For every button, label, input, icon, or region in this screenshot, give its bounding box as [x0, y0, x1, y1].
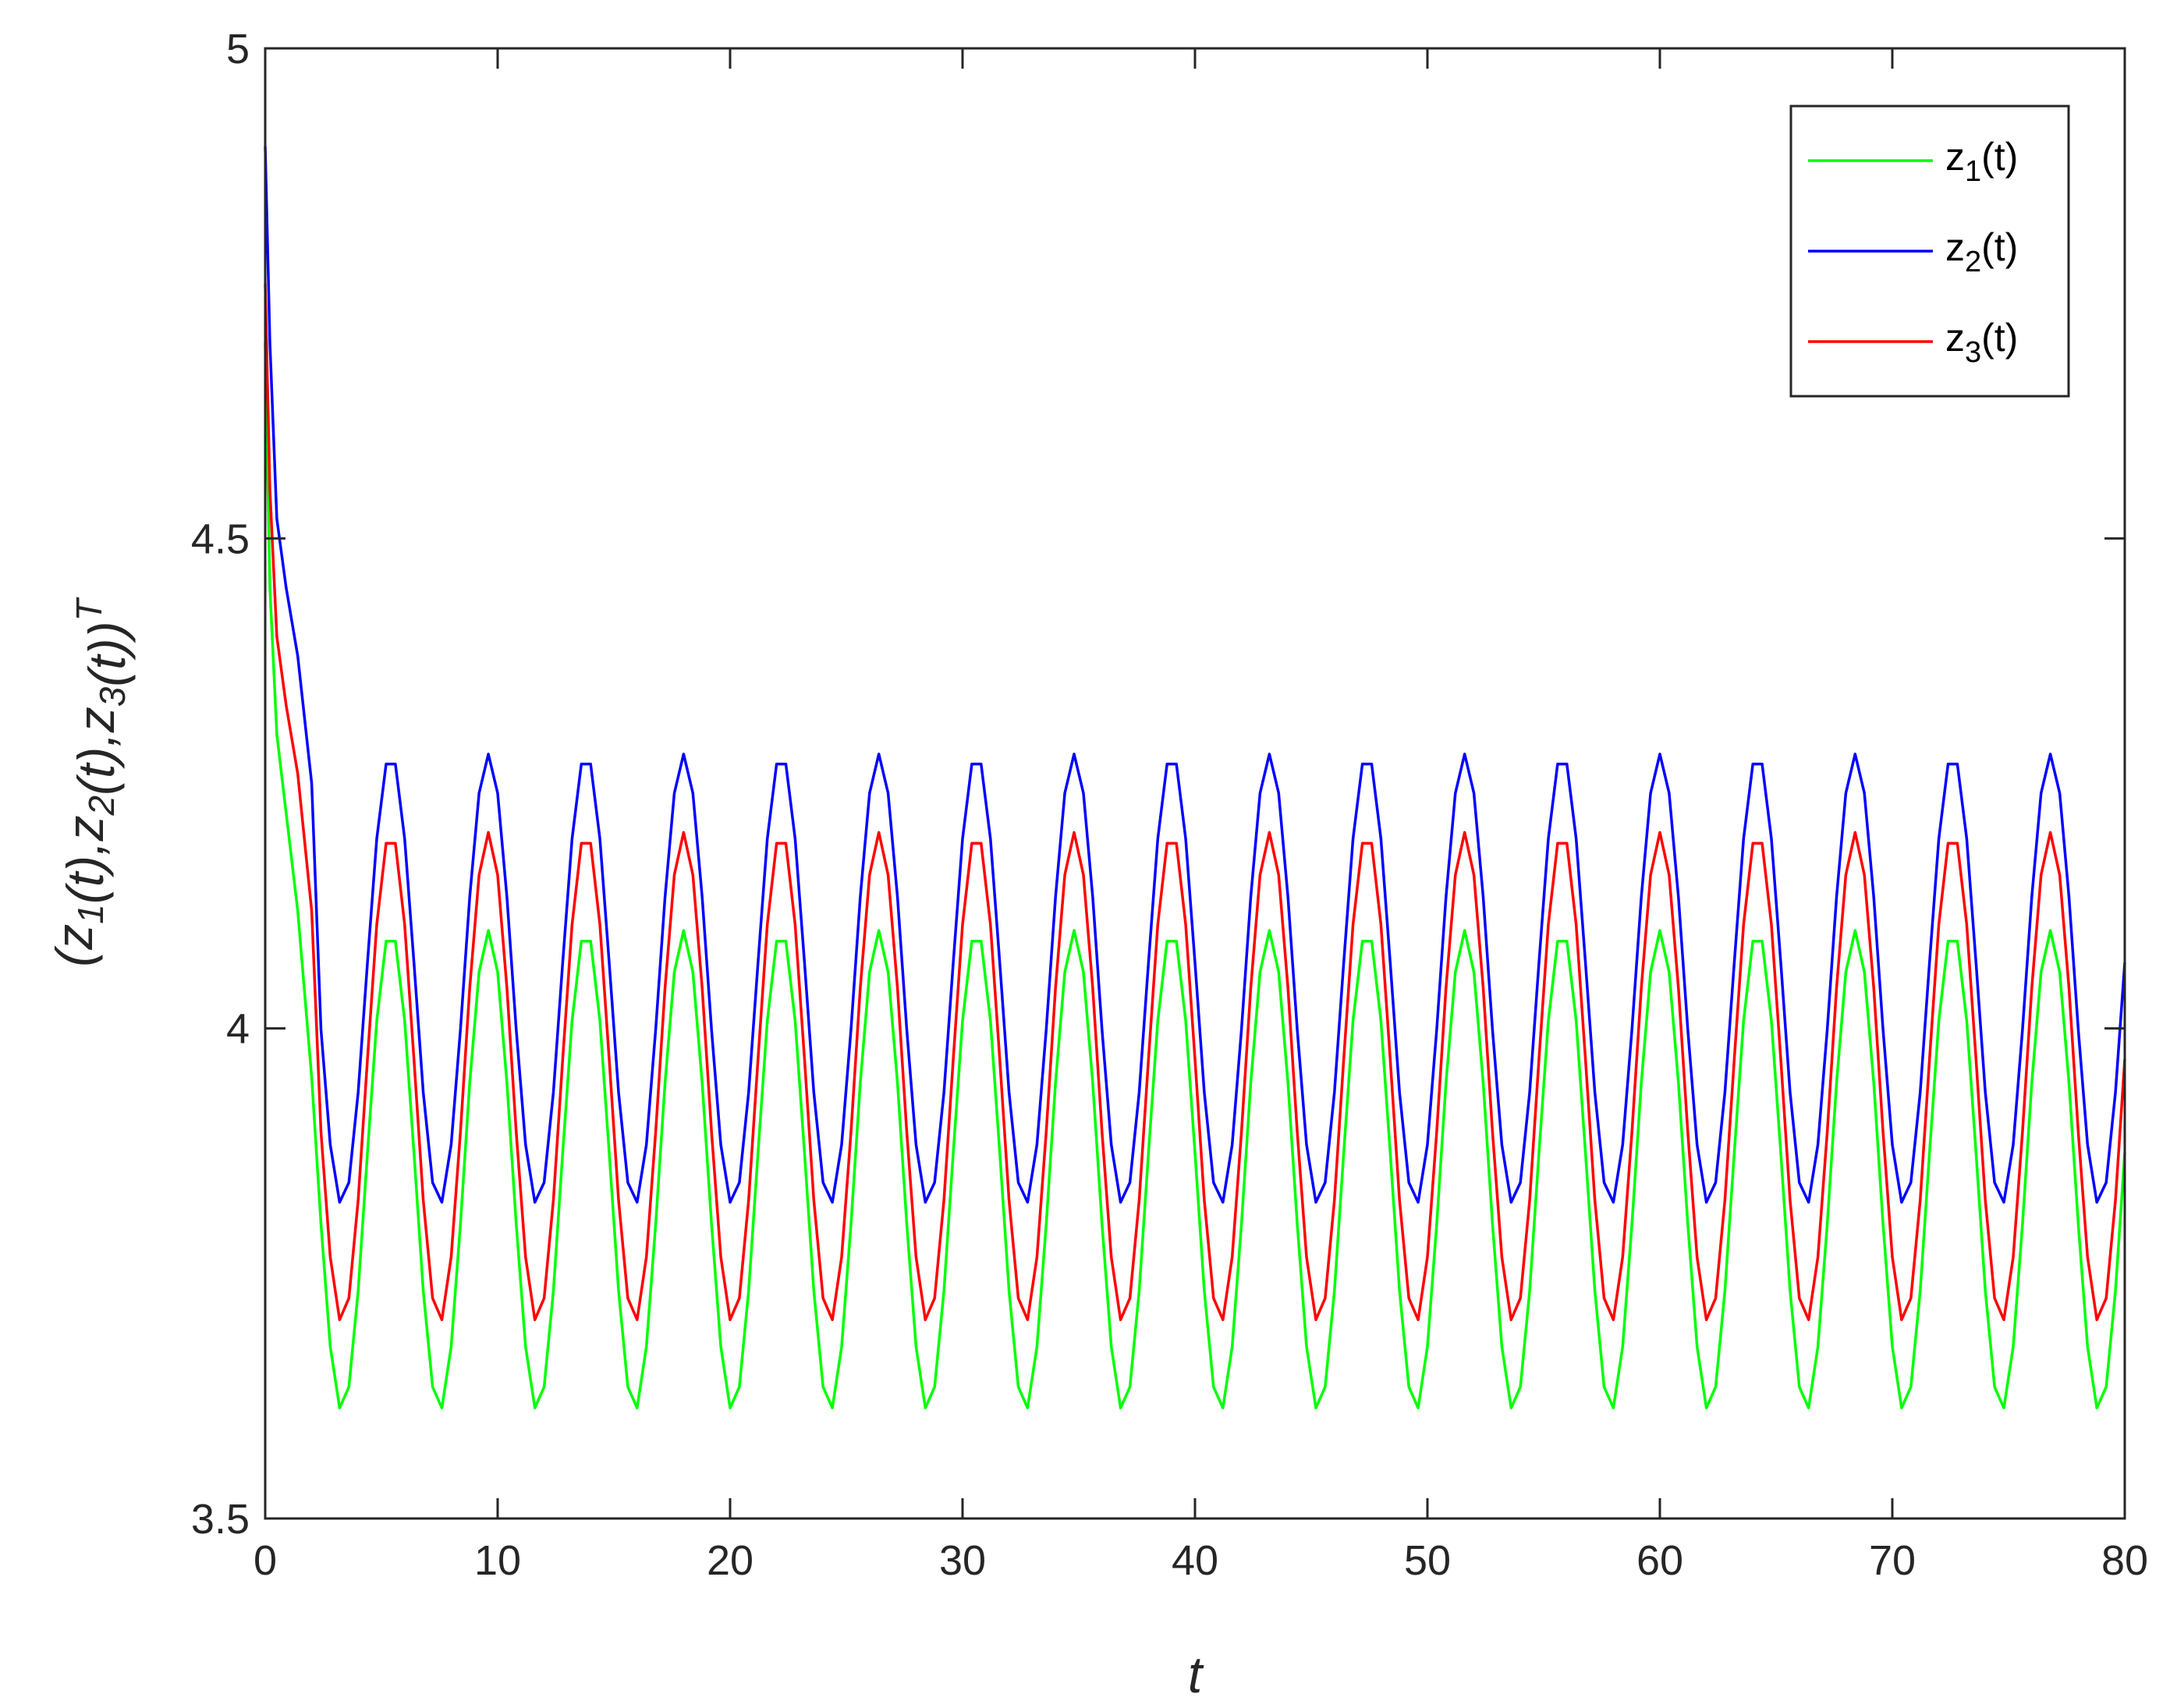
series-layer — [264, 146, 2126, 1410]
x-tick-label: 80 — [2101, 1537, 2148, 1584]
series-line-z1 — [264, 342, 2126, 1410]
x-tick-label: 10 — [474, 1537, 521, 1584]
x-tick-label: 60 — [1636, 1537, 1683, 1584]
y-tick-label: 4 — [226, 1006, 250, 1053]
series-line-z2 — [264, 146, 2126, 1204]
x-tick-label: 30 — [939, 1537, 986, 1584]
legend-label-z3: z3(t) — [1945, 316, 2018, 369]
x-tick-label: 0 — [254, 1537, 277, 1584]
x-tick-label: 50 — [1404, 1537, 1451, 1584]
x-tick-label: 40 — [1172, 1537, 1218, 1584]
y-axis: 3.5 4 4.5 5 — [191, 26, 2125, 1543]
x-axis: 0 10 20 30 40 50 60 70 80 — [254, 48, 2148, 1584]
legend: z1(t) z2(t) z3(t) — [1789, 105, 2070, 398]
x-axis-label: t — [1188, 1646, 1204, 1703]
x-tick-label: 70 — [1869, 1537, 1916, 1584]
legend-label-z2: z2(t) — [1945, 225, 2018, 278]
y-tick-label: 3.5 — [191, 1496, 250, 1543]
series-line-z3 — [264, 283, 2126, 1321]
x-tick-label: 20 — [707, 1537, 753, 1584]
y-axis-label: (z1(t),z2(t),z3(t))T — [45, 597, 136, 966]
y-tick-label: 4.5 — [191, 516, 250, 562]
legend-label-z1: z1(t) — [1945, 135, 2018, 188]
y-tick-label: 5 — [226, 26, 250, 73]
